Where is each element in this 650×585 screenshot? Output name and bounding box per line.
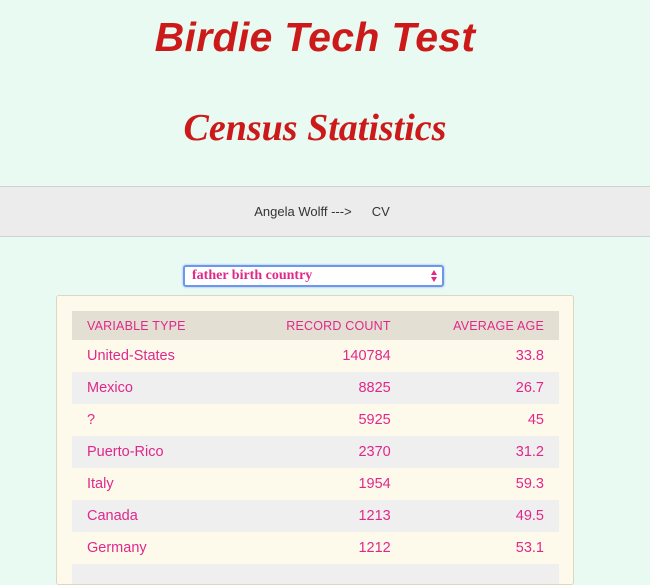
cell-record-count: [235, 564, 406, 584]
cell-variable: Canada: [87, 508, 138, 524]
column-header-average-age[interactable]: AVERAGE AGE: [453, 318, 544, 333]
cell-variable: United-States: [87, 348, 175, 364]
cell-average-age: 59.3: [515, 476, 544, 492]
cell-record-count: 1212: [358, 540, 391, 556]
table-row: Italy 1954 59.3: [72, 468, 559, 500]
variable-select-value: father birth country: [192, 268, 313, 283]
cv-link[interactable]: CV: [371, 204, 390, 219]
cell-average-age: 53.1: [515, 540, 544, 556]
table-row: Germany 1212 53.1: [72, 532, 559, 564]
column-header-variable-type[interactable]: VARIABLE TYPE: [87, 318, 186, 333]
table-row: Canada 1213 49.5: [72, 500, 559, 532]
cell-average-age: 49.5: [515, 508, 544, 524]
table-header-row: VARIABLE TYPE RECORD COUNT AVERAGE AGE: [72, 311, 559, 340]
cell-average-age: 26.7: [515, 380, 544, 396]
cell-variable: Germany: [87, 540, 147, 556]
cell-average-age: 31.2: [515, 444, 544, 460]
cell-record-count: 5925: [358, 412, 391, 428]
navigation-bar: Angela Wolff ---> CV: [0, 186, 650, 237]
cell-record-count: 140784: [342, 348, 391, 364]
cell-average-age: 45: [527, 412, 544, 428]
statistics-card: VARIABLE TYPE RECORD COUNT AVERAGE AGE U…: [56, 295, 574, 585]
table-row: [72, 564, 559, 584]
cell-variable: [72, 564, 235, 584]
table-row: United-States 140784 33.8: [72, 340, 559, 372]
select-arrows-icon: [429, 269, 439, 283]
cell-variable: Puerto-Rico: [87, 444, 164, 460]
cell-variable: ?: [87, 412, 96, 428]
page-subtitle: Census Statistics: [183, 107, 447, 149]
author-link[interactable]: Angela Wolff --->: [254, 204, 352, 219]
cell-record-count: 8825: [358, 380, 391, 396]
statistics-table: VARIABLE TYPE RECORD COUNT AVERAGE AGE U…: [72, 311, 559, 584]
table-row: Mexico 8825 26.7: [72, 372, 559, 404]
variable-select[interactable]: father birth country: [183, 265, 444, 287]
table-row: ? 5925 45: [72, 404, 559, 436]
column-header-record-count[interactable]: RECORD COUNT: [286, 318, 391, 333]
table-row: Puerto-Rico 2370 31.2: [72, 436, 559, 468]
cell-average-age: 33.8: [515, 348, 544, 364]
cell-variable: Italy: [87, 476, 114, 492]
cell-record-count: 1213: [358, 508, 391, 524]
cell-record-count: 2370: [358, 444, 391, 460]
cell-variable: Mexico: [87, 380, 133, 396]
cell-record-count: 1954: [358, 476, 391, 492]
app-title: Birdie Tech Test: [154, 14, 476, 60]
cell-average-age: [406, 564, 559, 584]
